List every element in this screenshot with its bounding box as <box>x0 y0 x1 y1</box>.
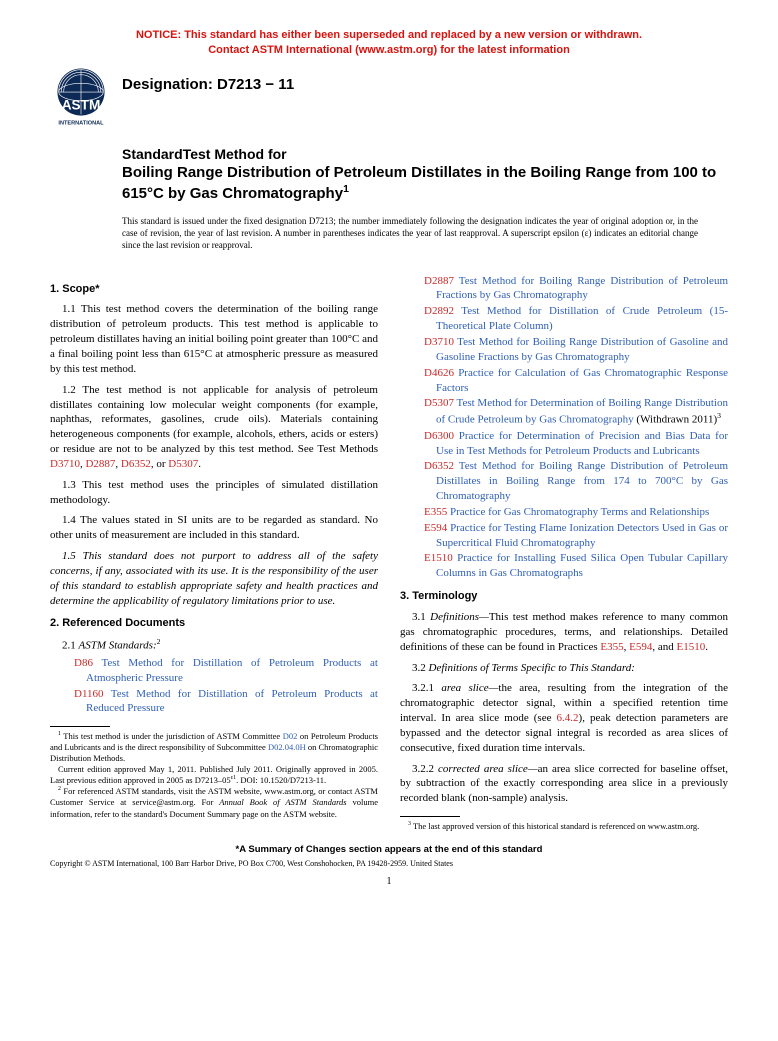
footnote-rule-left <box>50 726 110 727</box>
ref-e594: E594 Practice for Testing Flame Ionizati… <box>412 521 728 551</box>
para-1-2-text: 1.2 The test method is not applicable fo… <box>50 384 378 455</box>
terminology-heading: 3. Terminology <box>400 589 728 604</box>
footnote-1: 1 This test method is under the jurisdic… <box>50 731 378 764</box>
ref-e355: E355 Practice for Gas Chromatography Ter… <box>412 505 728 520</box>
area-slice-term: area slice— <box>441 682 498 694</box>
link-e594-2[interactable]: E594 <box>629 641 652 653</box>
link-d6300-code[interactable]: D6300 <box>424 430 454 442</box>
link-d2887[interactable]: D2887 <box>85 458 115 470</box>
footnote-3: 3 The last approved version of this hist… <box>400 821 728 832</box>
para-1-3: 1.3 This test method uses the principles… <box>50 478 378 508</box>
link-d1160-code[interactable]: D1160 <box>74 688 104 700</box>
refdoc-heading: 2. Referenced Documents <box>50 616 378 631</box>
summary-footer: *A Summary of Changes section appears at… <box>50 844 728 855</box>
link-d86-code[interactable]: D86 <box>74 657 93 669</box>
para-3-2-1: 3.2.1 area slice—the area, resulting fro… <box>400 681 728 755</box>
left-column: 1. Scope* 1.1 This test method covers th… <box>50 274 378 833</box>
link-d1160-text[interactable]: Test Method for Distillation of Petroleu… <box>86 688 378 715</box>
link-d2887-code[interactable]: D2887 <box>424 275 454 287</box>
title-sup: 1 <box>343 183 349 195</box>
link-d02[interactable]: D02 <box>283 731 298 741</box>
ref-d3710: D3710 Test Method for Boiling Range Dist… <box>412 335 728 365</box>
svg-text:ASTM: ASTM <box>62 97 101 112</box>
columns: 1. Scope* 1.1 This test method covers th… <box>50 274 728 833</box>
page-root: NOTICE: This standard has either been su… <box>0 0 778 911</box>
link-d6352-text[interactable]: Test Method for Boiling Range Distributi… <box>436 460 728 502</box>
para-1-1: 1.1 This test method covers the determin… <box>50 302 378 376</box>
para-1-4: 1.4 The values stated in SI units are to… <box>50 513 378 543</box>
ref-d5307: D5307 Test Method for Determination of B… <box>412 396 728 427</box>
link-6-4-2[interactable]: 6.4.2 <box>557 712 579 724</box>
para-3-2-2: 3.2.2 corrected area slice—an area slice… <box>400 762 728 807</box>
withdrawn-text: (Withdrawn 2011) <box>634 414 717 426</box>
astm-standards-label: ASTM Standards: <box>79 640 157 652</box>
para-1-5: 1.5 This standard does not purport to ad… <box>50 549 378 608</box>
designation: Designation: D7213 − 11 <box>122 76 294 93</box>
title-main: Boiling Range Distribution of Petroleum … <box>122 163 728 203</box>
link-e355-2[interactable]: E355 <box>600 641 623 653</box>
ref-d1160: D1160 Test Method for Distillation of Pe… <box>62 687 378 717</box>
link-d6352[interactable]: D6352 <box>121 458 151 470</box>
link-d2892-text[interactable]: Test Method for Distillation of Crude Pe… <box>436 305 728 332</box>
link-e594-code[interactable]: E594 <box>424 522 447 534</box>
ref-d4626: D4626 Practice for Calculation of Gas Ch… <box>412 366 728 396</box>
ref-d2887: D2887 Test Method for Boiling Range Dist… <box>412 274 728 304</box>
ref-d2892: D2892 Test Method for Distillation of Cr… <box>412 304 728 334</box>
page-number: 1 <box>50 876 728 887</box>
copyright-text: Copyright © ASTM International, 100 Barr… <box>50 859 728 868</box>
footnote-1b: Current edition approved May 1, 2011. Pu… <box>50 764 378 786</box>
definitions-label: Definitions— <box>430 611 489 623</box>
def-specific-label: Definitions of Terms Specific to This St… <box>429 662 635 674</box>
right-column: D2887 Test Method for Boiling Range Dist… <box>400 274 728 833</box>
link-d2887-text[interactable]: Test Method for Boiling Range Distributi… <box>436 275 728 302</box>
link-d3710[interactable]: D3710 <box>50 458 80 470</box>
para-3-2: 3.2 Definitions of Terms Specific to Thi… <box>400 661 728 676</box>
notice-line1: NOTICE: This standard has either been su… <box>136 29 642 41</box>
para-3-1: 3.1 Definitions—This test method makes r… <box>400 610 728 655</box>
link-e1510-text[interactable]: Practice for Installing Fused Silica Ope… <box>436 552 728 579</box>
link-d6300-text[interactable]: Practice for Determination of Precision … <box>436 430 728 457</box>
title-block: StandardTest Method for Boiling Range Di… <box>122 146 728 204</box>
ref-d6300: D6300 Practice for Determination of Prec… <box>412 429 728 459</box>
link-d5307-code[interactable]: D5307 <box>424 397 454 409</box>
ref-d86: D86 Test Method for Distillation of Petr… <box>62 656 378 686</box>
link-d2892-code[interactable]: D2892 <box>424 305 454 317</box>
footnote-rule-right <box>400 816 460 817</box>
svg-text:INTERNATIONAL: INTERNATIONAL <box>58 120 104 126</box>
link-d3710-code[interactable]: D3710 <box>424 336 454 348</box>
ref-e1510: E1510 Practice for Installing Fused Sili… <box>412 551 728 581</box>
title-main-text: Boiling Range Distribution of Petroleum … <box>122 164 716 202</box>
ref-d6352: D6352 Test Method for Boiling Range Dist… <box>412 459 728 504</box>
link-d5307[interactable]: D5307 <box>168 458 198 470</box>
link-d02040h[interactable]: D02.04.0H <box>268 742 306 752</box>
footnote-2: 2 For referenced ASTM standards, visit t… <box>50 786 378 819</box>
corrected-area-slice-term: corrected area slice— <box>438 763 538 775</box>
link-e355-code[interactable]: E355 <box>424 506 447 518</box>
link-d3710-text[interactable]: Test Method for Boiling Range Distributi… <box>436 336 728 363</box>
title-lead: StandardTest Method for <box>122 146 728 164</box>
link-d6352-code[interactable]: D6352 <box>424 460 454 472</box>
notice-banner: NOTICE: This standard has either been su… <box>50 28 728 58</box>
link-e1510-code[interactable]: E1510 <box>424 552 453 564</box>
link-e355-text[interactable]: Practice for Gas Chromatography Terms an… <box>447 506 709 518</box>
link-d86-text[interactable]: Test Method for Distillation of Petroleu… <box>86 657 378 684</box>
notice-line2: Contact ASTM International (www.astm.org… <box>208 44 570 56</box>
scope-heading: 1. Scope* <box>50 282 378 297</box>
header-row: ASTM INTERNATIONAL Designation: D7213 − … <box>50 66 728 128</box>
link-e594-text[interactable]: Practice for Testing Flame Ionization De… <box>436 522 728 549</box>
astm-logo: ASTM INTERNATIONAL <box>50 66 112 128</box>
link-d4626-text[interactable]: Practice for Calculation of Gas Chromato… <box>436 367 728 394</box>
issue-note: This standard is issued under the fixed … <box>122 215 698 251</box>
link-d4626-code[interactable]: D4626 <box>424 367 454 379</box>
para-1-2: 1.2 The test method is not applicable fo… <box>50 383 378 472</box>
para-2-1: 2.1 ASTM Standards:2 <box>50 637 378 654</box>
link-e1510-2[interactable]: E1510 <box>677 641 706 653</box>
